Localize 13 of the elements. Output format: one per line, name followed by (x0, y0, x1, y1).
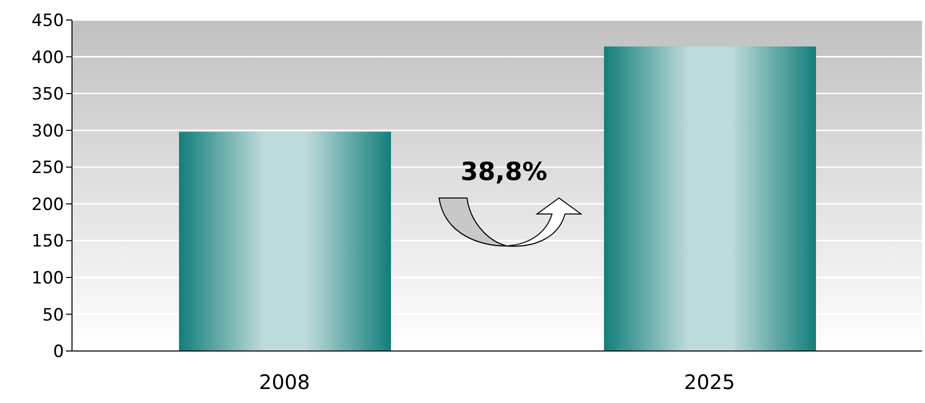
y-tick-label: 100 (32, 268, 64, 288)
y-tick-label: 150 (32, 232, 64, 252)
y-tick-label: 400 (32, 48, 64, 68)
y-tick-label: 200 (32, 194, 64, 215)
annotation: 38,8% (460, 157, 548, 186)
x-tick-label: 2025 (684, 370, 735, 394)
y-tick-label: 350 (32, 84, 64, 105)
y-tick-label: 0 (53, 342, 64, 362)
y-tick-label: 450 (32, 11, 64, 32)
x-tick-label: 2008 (259, 370, 310, 394)
y-tick-label: 50 (42, 305, 64, 326)
y-tick-label: 300 (32, 121, 64, 142)
y-tick-label: 250 (32, 158, 64, 178)
